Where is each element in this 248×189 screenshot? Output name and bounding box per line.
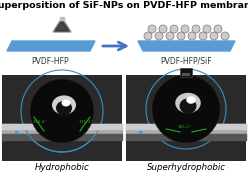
- Text: 134.4°: 134.4°: [33, 120, 47, 124]
- Bar: [180, 68, 192, 77]
- Text: 165.2°: 165.2°: [177, 125, 191, 129]
- Circle shape: [188, 32, 196, 40]
- Circle shape: [181, 25, 189, 33]
- Text: Superposition of SiF-NPs on PVDF-HFP membrane: Superposition of SiF-NPs on PVDF-HFP mem…: [0, 1, 248, 10]
- Circle shape: [210, 32, 218, 40]
- Circle shape: [30, 79, 94, 143]
- Ellipse shape: [62, 99, 70, 107]
- Text: PVDF-HFP: PVDF-HFP: [31, 57, 69, 66]
- Circle shape: [166, 32, 174, 40]
- Ellipse shape: [175, 93, 201, 113]
- Circle shape: [170, 25, 178, 33]
- Ellipse shape: [56, 101, 72, 115]
- Circle shape: [199, 32, 207, 40]
- Polygon shape: [53, 21, 71, 32]
- Circle shape: [148, 25, 156, 33]
- Circle shape: [214, 25, 222, 33]
- Bar: [182, 73, 190, 76]
- Circle shape: [177, 32, 185, 40]
- Polygon shape: [55, 22, 69, 31]
- Polygon shape: [7, 41, 95, 51]
- Text: 135.2°: 135.2°: [79, 120, 93, 124]
- Ellipse shape: [52, 95, 76, 115]
- Circle shape: [144, 32, 152, 40]
- Circle shape: [221, 32, 229, 40]
- Circle shape: [203, 25, 211, 33]
- Circle shape: [155, 32, 163, 40]
- Polygon shape: [138, 41, 235, 51]
- Ellipse shape: [180, 98, 196, 114]
- Circle shape: [192, 25, 200, 33]
- Circle shape: [159, 25, 167, 33]
- Text: Superhydrophobic: Superhydrophobic: [147, 163, 225, 172]
- Bar: [2, 75, 122, 161]
- Text: Hydrophobic: Hydrophobic: [35, 163, 89, 172]
- Text: PVDF-HFP/SiF: PVDF-HFP/SiF: [160, 57, 212, 66]
- Bar: [126, 75, 246, 161]
- Ellipse shape: [186, 96, 196, 104]
- Polygon shape: [60, 17, 64, 21]
- Circle shape: [152, 75, 220, 143]
